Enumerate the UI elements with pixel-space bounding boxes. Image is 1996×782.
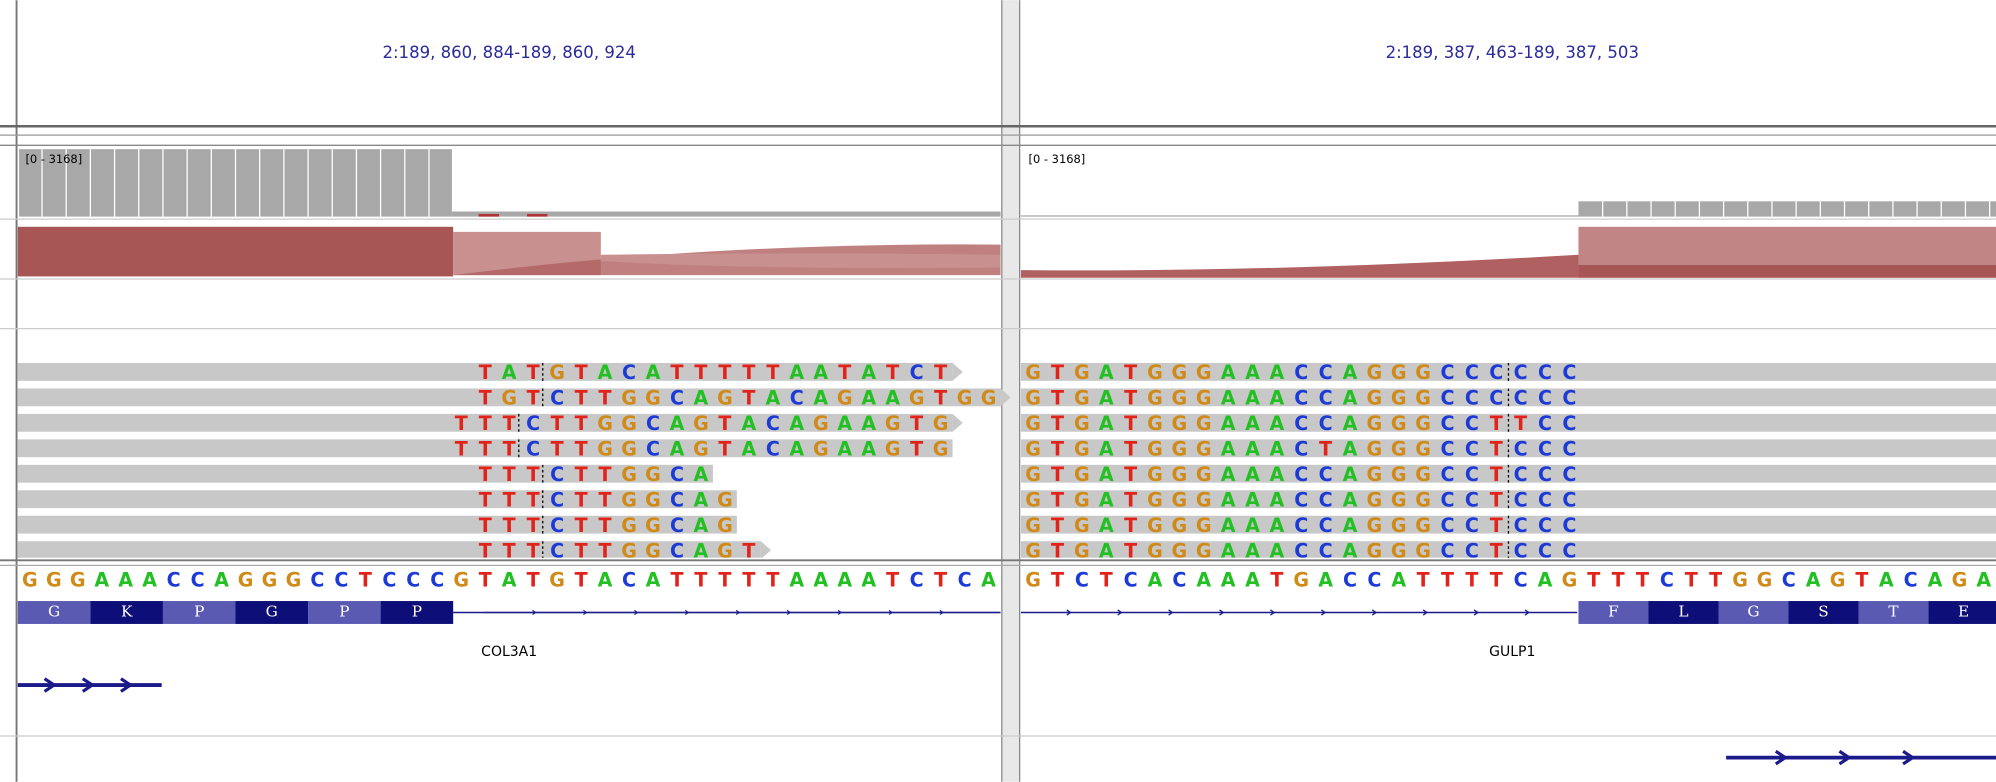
amino-acid-box (17, 601, 91, 624)
locus: 2:189, 860, 884-189, 860, 924 (382, 43, 635, 62)
read (1020, 464, 1996, 483)
amino-acid: F (1608, 602, 1619, 620)
amino-acid: G (1747, 602, 1759, 620)
amino-acid-box (1858, 601, 1929, 624)
amino-acid: P (339, 602, 349, 620)
read (17, 388, 1001, 407)
amino-acid: P (412, 602, 422, 620)
read (1020, 541, 1996, 558)
read (17, 413, 953, 432)
amino-acid: L (1678, 602, 1688, 620)
amino-acid: G (48, 602, 60, 620)
amino-acid: S (1818, 602, 1828, 620)
read-arrow (952, 362, 963, 381)
amino-acid: T (1888, 602, 1899, 620)
amino-acid-box (162, 601, 236, 624)
read-arrow (952, 413, 963, 432)
read (1020, 490, 1996, 509)
amino-acid-box (380, 601, 454, 624)
read (17, 515, 737, 534)
amino-acid: G (266, 602, 278, 620)
amino-acid-box (90, 601, 163, 624)
coverage-bins (41, 149, 1991, 217)
amino-acid: E (1958, 602, 1969, 620)
amino-acid-box (1578, 601, 1649, 624)
read (17, 490, 737, 509)
read (1020, 388, 1996, 407)
junction-track (17, 226, 1996, 278)
read-arrow (1000, 388, 1011, 407)
read (17, 464, 713, 483)
panel-divider (1001, 0, 1020, 782)
locus: 2:189, 387, 463-189, 387, 503 (1386, 43, 1639, 62)
read (17, 362, 953, 381)
read (1020, 413, 1996, 432)
gene-name: COL3A1 (481, 644, 537, 660)
read-arrow (760, 541, 772, 558)
amino-acid: K (121, 602, 133, 620)
amino-acid-box (235, 601, 309, 624)
amino-acid-box (1648, 601, 1719, 624)
amino-acid: P (194, 602, 204, 620)
read (1020, 515, 1996, 534)
amino-acid-box (1788, 601, 1859, 624)
read (17, 439, 953, 458)
read (1020, 439, 1996, 458)
amino-acid-box (308, 601, 381, 624)
amino-acid-box (1718, 601, 1789, 624)
read (17, 541, 761, 558)
data-range: [0 - 3168] (25, 152, 82, 166)
amino-acid-box (1928, 601, 1996, 624)
read (1020, 362, 1996, 381)
gene-name: GULP1 (1489, 644, 1535, 660)
data-range: [0 - 3168] (1029, 152, 1086, 166)
alignment-track: T A T G T A C A T T T T T A A T A T C TT G T C T T G G C A G T A C A G A A G T… (17, 361, 1996, 562)
